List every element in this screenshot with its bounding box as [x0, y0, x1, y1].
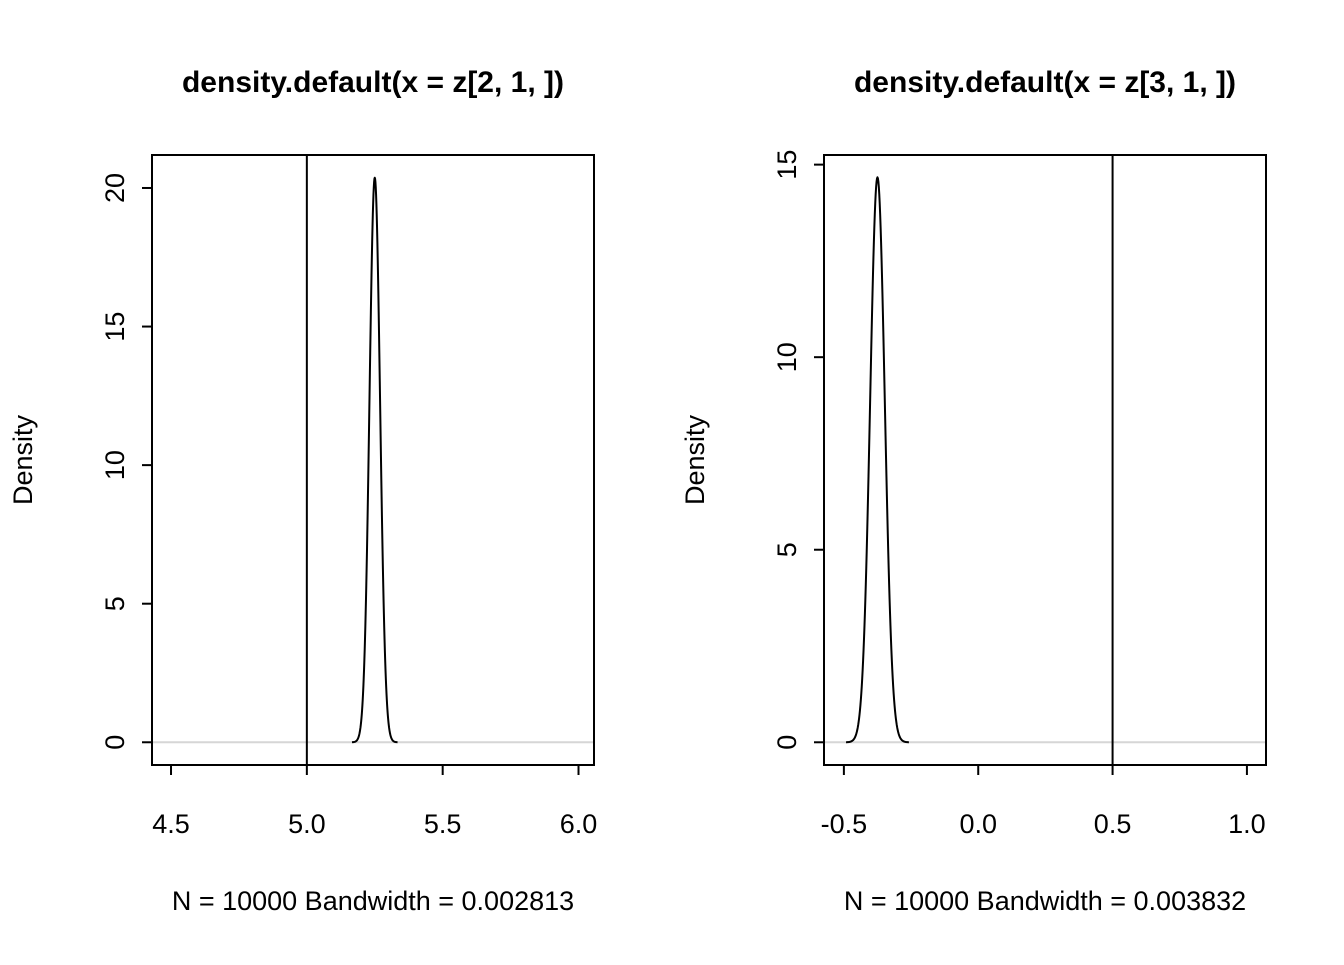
x-tick-label: 4.5 — [152, 809, 190, 839]
x-tick-label: 1.0 — [1228, 809, 1266, 839]
density-plot-right: density.default(x = z[3, 1, ]) Density N… — [680, 66, 1267, 916]
y-tick-label: 5 — [772, 542, 802, 557]
x-axis-subtitle-left: N = 10000 Bandwidth = 0.002813 — [172, 886, 574, 916]
plot-title-left: density.default(x = z[2, 1, ]) — [182, 66, 564, 99]
x-tick-label: 6.0 — [560, 809, 598, 839]
y-axis-label-right: Density — [680, 414, 710, 505]
y-tick-label: 10 — [100, 450, 130, 480]
x-tick-label: 5.5 — [424, 809, 462, 839]
plot-box — [151, 154, 595, 766]
x-tick-label: 5.0 — [288, 809, 326, 839]
density-plot-left: density.default(x = z[2, 1, ]) Density N… — [8, 66, 598, 916]
plot-title-right: density.default(x = z[3, 1, ]) — [854, 66, 1236, 99]
x-tick-label: 0.0 — [959, 809, 997, 839]
y-tick-label: 20 — [100, 173, 130, 203]
density-panel-left: density.default(x = z[2, 1, ]) Density N… — [0, 0, 672, 960]
density-panel-right: density.default(x = z[3, 1, ]) Density N… — [672, 0, 1344, 960]
y-tick-label: 15 — [100, 312, 130, 342]
density-curve — [845, 176, 910, 744]
plot-box — [823, 154, 1267, 766]
density-curve — [351, 176, 399, 744]
plot-dynamic: 4.5 5.0 5.5 6.0 0 5 10 15 20 — [100, 154, 598, 839]
x-axis-subtitle-right: N = 10000 Bandwidth = 0.003832 — [844, 886, 1246, 916]
y-tick-label: 5 — [100, 596, 130, 611]
y-tick-label: 15 — [772, 150, 802, 180]
plot-dynamic: -0.5 0.0 0.5 1.0 0 5 10 15 — [772, 150, 1267, 839]
y-tick-label: 0 — [100, 735, 130, 750]
x-tick-label: 0.5 — [1094, 809, 1132, 839]
x-tick-label: -0.5 — [821, 809, 868, 839]
y-tick-label: 0 — [772, 735, 802, 750]
y-axis-label-left: Density — [8, 414, 38, 505]
y-tick-label: 10 — [772, 342, 802, 372]
